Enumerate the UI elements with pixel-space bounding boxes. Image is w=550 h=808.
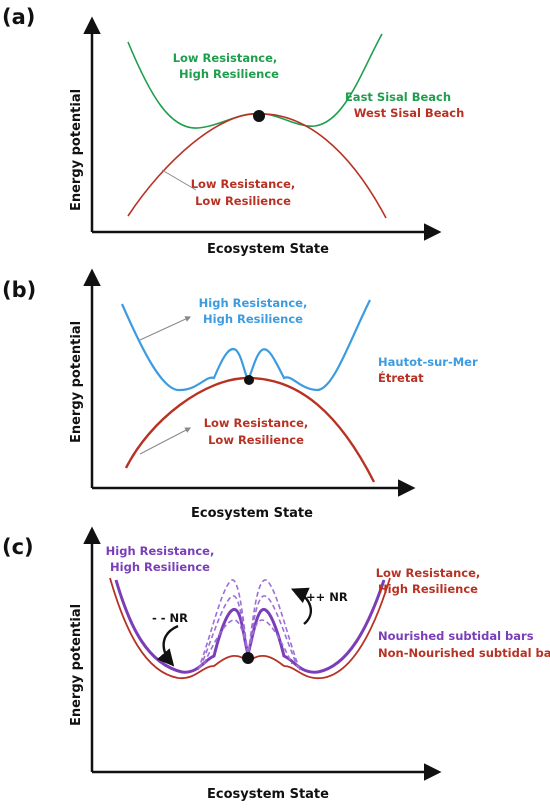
right-annotation-line1: Low Resistance, bbox=[376, 566, 481, 580]
left-annotation-line2: High Resilience bbox=[110, 560, 210, 574]
right-annotation-line2: High Resilience bbox=[378, 582, 478, 596]
decrease-nr-label: - - NR bbox=[152, 611, 188, 625]
panel-c: (c) Energy potential Ecosystem State - -… bbox=[2, 526, 550, 802]
panel-b: (b) Energy potential Ecosystem State Hig… bbox=[2, 268, 478, 521]
increase-nr-arrow bbox=[290, 587, 313, 625]
panel-a: (a) Energy potential Ecosystem State Low… bbox=[2, 5, 464, 257]
upper-annotation-line1: Low Resistance, bbox=[173, 51, 278, 65]
upper-annotation-line1: High Resistance, bbox=[199, 296, 308, 310]
upper-annotation-line2: High Resilience bbox=[179, 67, 279, 81]
lower-annotation-line2: Low Resilience bbox=[195, 194, 291, 208]
lower-annotation-line1: Low Resistance, bbox=[191, 177, 296, 191]
lower-annotation-pointer bbox=[139, 427, 192, 455]
legend-item-non-nourished: Non-Nourished subtidal bars bbox=[378, 646, 550, 660]
legend-item-west-sisal: West Sisal Beach bbox=[354, 106, 465, 120]
upper-annotation-line2: High Resilience bbox=[203, 312, 303, 326]
legend-item-hautot: Hautot-sur-Mer bbox=[378, 355, 478, 369]
x-axis-label: Ecosystem State bbox=[207, 242, 329, 257]
legend-item-etretat: Étretat bbox=[378, 370, 424, 385]
x-axis-label: Ecosystem State bbox=[191, 506, 313, 521]
legend-item-east-sisal: East Sisal Beach bbox=[345, 90, 451, 104]
y-axis-label: Energy potential bbox=[69, 321, 84, 443]
decrease-nr-arrow bbox=[156, 624, 179, 667]
x-axis-label: Ecosystem State bbox=[207, 787, 329, 802]
panel-label: (b) bbox=[2, 278, 36, 302]
increase-nr-label: ++ NR bbox=[306, 590, 348, 604]
lower-annotation-line2: Low Resilience bbox=[208, 433, 304, 447]
y-axis-label: Energy potential bbox=[69, 89, 84, 211]
state-ball bbox=[244, 375, 254, 385]
lower-annotation-line1: Low Resistance, bbox=[204, 416, 309, 430]
panel-label: (c) bbox=[2, 535, 34, 559]
lower-annotation-pointer bbox=[161, 169, 197, 191]
panel-label: (a) bbox=[2, 5, 35, 29]
state-ball bbox=[253, 110, 265, 122]
state-ball bbox=[242, 652, 254, 664]
left-annotation-line1: High Resistance, bbox=[106, 544, 215, 558]
etretat-curve bbox=[124, 376, 376, 483]
y-axis-label: Energy potential bbox=[69, 604, 84, 726]
legend-item-nourished: Nourished subtidal bars bbox=[378, 629, 534, 643]
upper-annotation-pointer bbox=[139, 316, 192, 341]
